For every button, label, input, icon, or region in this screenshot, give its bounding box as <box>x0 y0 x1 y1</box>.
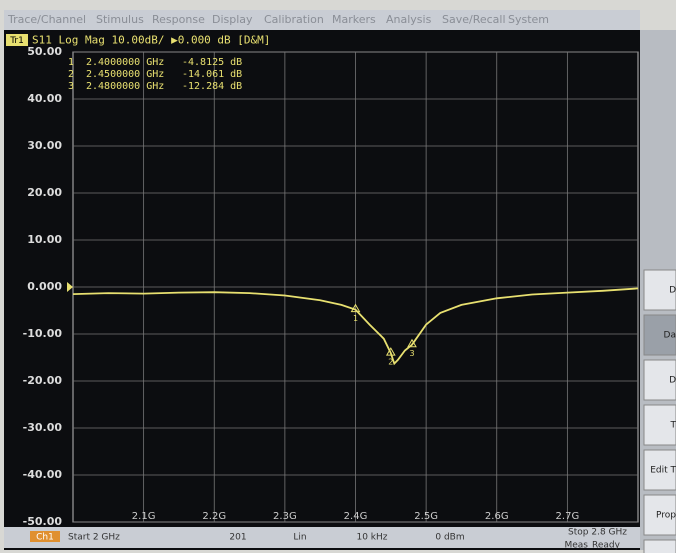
y-tick-label: 20.00 <box>27 186 62 199</box>
y-tick-label: 0.000 <box>27 280 62 293</box>
menu-item[interactable]: System <box>508 13 549 26</box>
trace-tag: Tr1 <box>9 36 24 46</box>
menu-item[interactable]: Analysis <box>386 13 432 26</box>
status-start: Start 2 GHz <box>68 533 120 543</box>
marker-number: 2 <box>388 358 393 367</box>
y-tick-label: -50.00 <box>23 515 63 528</box>
x-tick-label: 2.4G <box>344 511 368 522</box>
menu-item[interactable]: Trace/Channel <box>7 13 86 26</box>
status-channel: Ch1 <box>36 533 54 543</box>
readout-y: -14.061 dB <box>182 69 242 80</box>
status-points: 201 <box>229 533 246 543</box>
screen: Trace/Channel Stimulus Response Display Cali… <box>0 0 676 553</box>
status-sweep: Lin <box>293 533 306 543</box>
x-tick-label: 2.7G <box>556 511 580 522</box>
readout-label: 1 <box>68 57 74 68</box>
trace-header: S11 Log Mag 10.00dB/ ▶0.000 dB [D&M] <box>32 34 270 47</box>
y-tick-label: -20.00 <box>23 374 63 387</box>
menu-item[interactable]: Calibration <box>264 13 324 26</box>
x-tick-label: 2.1G <box>132 511 156 522</box>
menu-item[interactable]: Response <box>152 13 205 26</box>
status-ready: Ready <box>592 541 621 551</box>
x-tick-label: 2.6G <box>485 511 509 522</box>
softkey[interactable] <box>644 540 676 553</box>
marker-number: 1 <box>353 314 358 323</box>
readout-label: 2 <box>68 69 74 80</box>
readout-x: 2.4500000 GHz <box>86 69 164 80</box>
softkey-label: Edit T <box>650 466 676 476</box>
softkey-label: D <box>669 376 676 386</box>
menu-item[interactable]: Save/Recall <box>442 13 506 26</box>
y-tick-label: -40.00 <box>23 468 63 481</box>
readout-x: 2.4000000 GHz <box>86 57 164 68</box>
marker-number: 3 <box>409 349 414 358</box>
y-tick-label: 50.00 <box>27 45 62 58</box>
x-tick-label: 2.3G <box>273 511 297 522</box>
readout-y: -12.284 dB <box>182 81 242 92</box>
display <box>4 30 640 550</box>
softkey-label: T <box>670 421 676 431</box>
y-tick-label: -30.00 <box>23 421 63 434</box>
x-tick-label: 2.5G <box>414 511 438 522</box>
status-ifbw: 10 kHz <box>356 533 387 543</box>
readout-label: 3 <box>68 81 74 92</box>
y-tick-label: 30.00 <box>27 139 62 152</box>
readout-x: 2.4800000 GHz <box>86 81 164 92</box>
menu-item[interactable]: Display <box>212 13 253 26</box>
y-tick-label: 10.00 <box>27 233 62 246</box>
menu-item[interactable]: Markers <box>332 13 376 26</box>
menu-item[interactable]: Stimulus <box>96 13 144 26</box>
readout-y: -4.8125 dB <box>182 57 242 68</box>
status-stop: Stop 2.8 GHz <box>568 528 627 538</box>
softkey-label: Da <box>664 331 676 341</box>
x-tick-label: 2.2G <box>202 511 226 522</box>
softkey-label: Prop <box>656 511 676 521</box>
status-power: 0 dBm <box>435 533 464 543</box>
y-tick-label: 40.00 <box>27 92 62 105</box>
status-meas: Meas <box>564 541 588 551</box>
softkey-label: D <box>669 286 676 296</box>
y-tick-label: -10.00 <box>23 327 63 340</box>
